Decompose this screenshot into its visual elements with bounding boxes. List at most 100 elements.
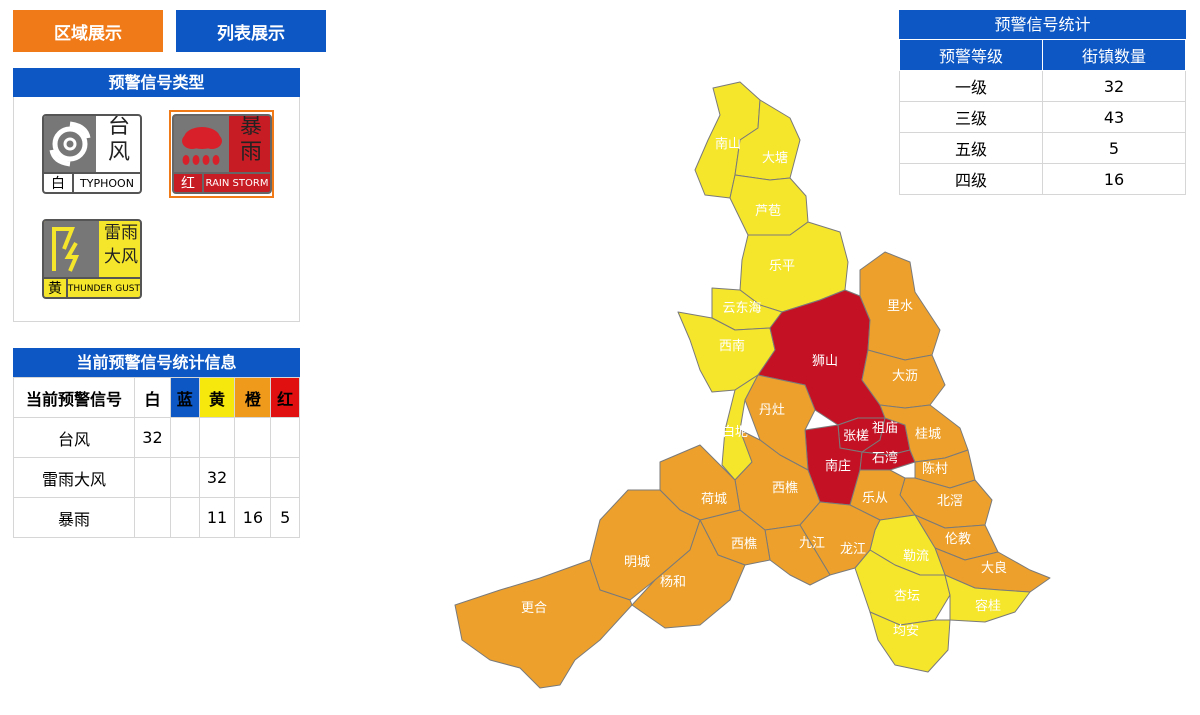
rainstorm-cn-top: 暴 <box>239 114 262 139</box>
rainstorm-cn-bottom: 雨 <box>239 140 262 165</box>
col-header-blue: 蓝 <box>169 377 200 418</box>
map-label: 北滘 <box>937 494 963 509</box>
current-stats-panel: 当前预警信号统计信息 当前预警信号 白 蓝 黄 橙 红 台风 32 雷雨大风 3… <box>13 348 300 538</box>
col-header-yellow: 黄 <box>198 377 236 418</box>
table-row: 雷雨大风 32 <box>13 457 300 498</box>
col-header-orange: 橙 <box>234 377 272 418</box>
map-label: 均安 <box>893 624 919 639</box>
map-label: 桂城 <box>915 427 941 442</box>
cell <box>134 457 171 498</box>
selected-signal-frame <box>169 110 274 198</box>
table-row: 暴雨 11 16 5 <box>13 497 300 538</box>
typhoon-cn-bottom: 风 <box>107 140 130 165</box>
cell <box>270 457 300 498</box>
thunder-gust-signal[interactable]: 雷雨 大风 黄 THUNDER GUST <box>42 219 142 299</box>
cell: 四级 <box>899 163 1043 195</box>
tab-list-display[interactable]: 列表展示 <box>176 10 326 52</box>
signal-types-title: 预警信号类型 <box>13 68 300 97</box>
table-row: 一级 32 <box>899 70 1186 102</box>
rainstorm-signal[interactable]: 暴 雨 红 RAIN STORM <box>172 114 272 194</box>
map-label: 更合 <box>521 601 547 616</box>
signal-stats-title: 预警信号统计 <box>899 10 1186 39</box>
typhoon-signal[interactable]: 台 风 白 TYPHOON <box>42 114 142 194</box>
cell <box>169 497 200 538</box>
cell: 5 <box>270 497 300 538</box>
map-label: 荷城 <box>701 492 727 507</box>
col-header-red: 红 <box>270 377 300 418</box>
map-label: 明城 <box>624 555 650 570</box>
typhoon-en-label: TYPHOON <box>80 177 134 190</box>
table-row: 台风 32 <box>13 417 300 458</box>
map-label: 白坭 <box>722 424 748 440</box>
region-ronggui[interactable] <box>944 574 1031 623</box>
rainstorm-icon <box>174 116 229 172</box>
cell <box>134 497 171 538</box>
cell: 32 <box>134 417 171 458</box>
cell: 5 <box>1042 132 1186 164</box>
table-header-row: 当前预警信号 白 蓝 黄 橙 红 <box>13 377 300 418</box>
thunder-en-label: THUNDER GUST <box>67 284 140 294</box>
map-label: 杏坛 <box>894 589 920 604</box>
map-label: 南山 <box>715 136 741 152</box>
map-label: 张槎 <box>843 429 869 444</box>
cell <box>234 417 272 458</box>
table-header-row: 预警等级 街镇数量 <box>899 39 1186 71</box>
signal-stats-table: 预警等级 街镇数量 一级 32 三级 43 五级 5 四级 16 <box>899 39 1186 195</box>
rainstorm-en-label: RAIN STORM <box>205 178 269 189</box>
region-yanghe[interactable] <box>631 519 746 629</box>
map-label: 石湾 <box>872 450 898 466</box>
cell: 32 <box>1042 70 1186 102</box>
map-label: 云东海 <box>722 301 761 316</box>
cell: 五级 <box>899 132 1043 164</box>
cell: 暴雨 <box>13 497 135 538</box>
region-junan[interactable] <box>869 611 951 673</box>
map-label: 陈村 <box>922 461 948 477</box>
map-label: 大塘 <box>762 150 788 166</box>
cell: 雷雨大风 <box>13 457 135 498</box>
typhoon-level: 白 <box>44 174 74 192</box>
map-label: 乐平 <box>769 259 795 274</box>
cell <box>270 417 300 458</box>
signal-stats-panel: 预警信号统计 预警等级 街镇数量 一级 32 三级 43 五级 5 四级 16 <box>899 10 1186 195</box>
map-label: 芦苞 <box>755 204 781 219</box>
current-stats-table: 当前预警信号 白 蓝 黄 橙 红 台风 32 雷雨大风 32 暴雨 <box>13 377 300 538</box>
rainstorm-level: 红 <box>174 174 204 192</box>
cell: 三级 <box>899 101 1043 133</box>
col-header-white: 白 <box>134 377 171 418</box>
cell: 16 <box>1042 163 1186 195</box>
map-label: 乐从 <box>862 491 888 506</box>
cell: 11 <box>198 497 236 538</box>
thunder-cn-top: 雷雨 <box>104 223 138 243</box>
cell: 16 <box>234 497 272 538</box>
map-label: 杨和 <box>660 575 686 590</box>
map-label: 西南 <box>719 338 745 354</box>
map-label: 狮山 <box>812 354 838 369</box>
thunder-level: 黄 <box>44 279 68 297</box>
cell <box>198 417 236 458</box>
map-label: 龙江 <box>840 542 866 557</box>
cell: 32 <box>198 457 236 498</box>
map-label: 容桂 <box>975 598 1001 614</box>
map-label: 九江 <box>799 536 825 551</box>
cell: 台风 <box>13 417 135 458</box>
region-dali[interactable] <box>861 349 946 409</box>
map-label: 勒流 <box>903 549 929 564</box>
tab-area-display[interactable]: 区域展示 <box>13 10 163 52</box>
map-label: 祖庙 <box>872 421 898 436</box>
table-row: 三级 43 <box>899 101 1186 133</box>
cell: 一级 <box>899 70 1043 102</box>
col-header-count: 街镇数量 <box>1042 39 1186 71</box>
region-jiujiang[interactable] <box>764 524 831 586</box>
col-header-level: 预警等级 <box>899 39 1043 71</box>
cell <box>234 457 272 498</box>
signal-types-panel: 预警信号类型 台 风 白 TYPHOON <box>13 68 300 322</box>
cell: 43 <box>1042 101 1186 133</box>
region-gehe[interactable] <box>454 559 633 689</box>
map-label: 大沥 <box>892 369 918 384</box>
typhoon-cn-top: 台 <box>107 114 130 139</box>
map-label: 伦教 <box>945 531 971 547</box>
table-row: 五级 5 <box>899 132 1186 164</box>
map-label: 里水 <box>887 299 913 314</box>
